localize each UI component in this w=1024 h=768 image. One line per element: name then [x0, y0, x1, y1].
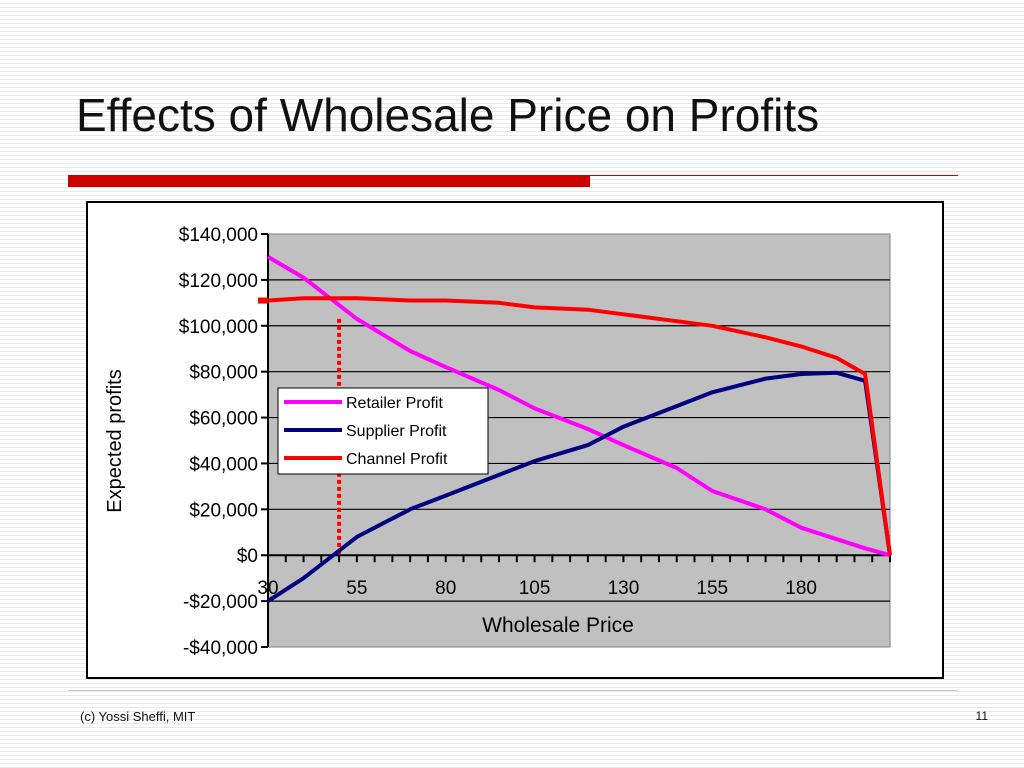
x-tick-label: 80 [435, 578, 456, 599]
legend-label: Supplier Profit [346, 423, 447, 440]
y-tick-label: $80,000 [189, 363, 258, 384]
title-underline-thin [590, 175, 958, 176]
y-tick-label: $40,000 [189, 454, 258, 475]
y-tick-label: -$20,000 [183, 592, 258, 613]
x-tick-label: 155 [696, 578, 728, 599]
profit-chart: -$40,000 -$20,000 $0 $20,000 $40,000 $60,000 $… [104, 225, 892, 659]
y-tick-label: $20,000 [189, 500, 258, 521]
legend-label: Channel Profit [346, 451, 448, 468]
x-tick-label: 55 [346, 578, 367, 599]
x-tick-label: 105 [519, 578, 551, 599]
y-tick-label: $100,000 [179, 317, 258, 338]
legend-label: Retailer Profit [346, 395, 443, 412]
series-line-supplier-profit [266, 370, 892, 603]
page-number: 11 [975, 709, 988, 723]
y-tick-label: $60,000 [189, 409, 258, 430]
footer-divider [68, 690, 958, 691]
chart-frame: -$40,000 -$20,000 $0 $20,000 $40,000 $60,000 $… [86, 201, 944, 679]
x-tick-label: 30 [257, 578, 278, 599]
x-tick-label: 130 [608, 578, 640, 599]
y-tick-label: -$40,000 [183, 638, 258, 659]
y-tick-label: $0 [237, 546, 258, 567]
y-tick-label: $140,000 [179, 225, 258, 246]
slide-title: Effects of Wholesale Price on Profits [76, 89, 820, 141]
y-axis-title: Expected profits [104, 369, 126, 512]
x-tick-label: 180 [785, 578, 817, 599]
title-underline [68, 175, 958, 187]
y-tick-label: $120,000 [179, 271, 258, 292]
footer-copyright: (c) Yossi Sheffi, MIT [80, 709, 196, 724]
x-axis-title: Wholesale Price [482, 614, 634, 637]
title-underline-thick [68, 175, 590, 187]
series-line-channel-profit [267, 296, 892, 556]
